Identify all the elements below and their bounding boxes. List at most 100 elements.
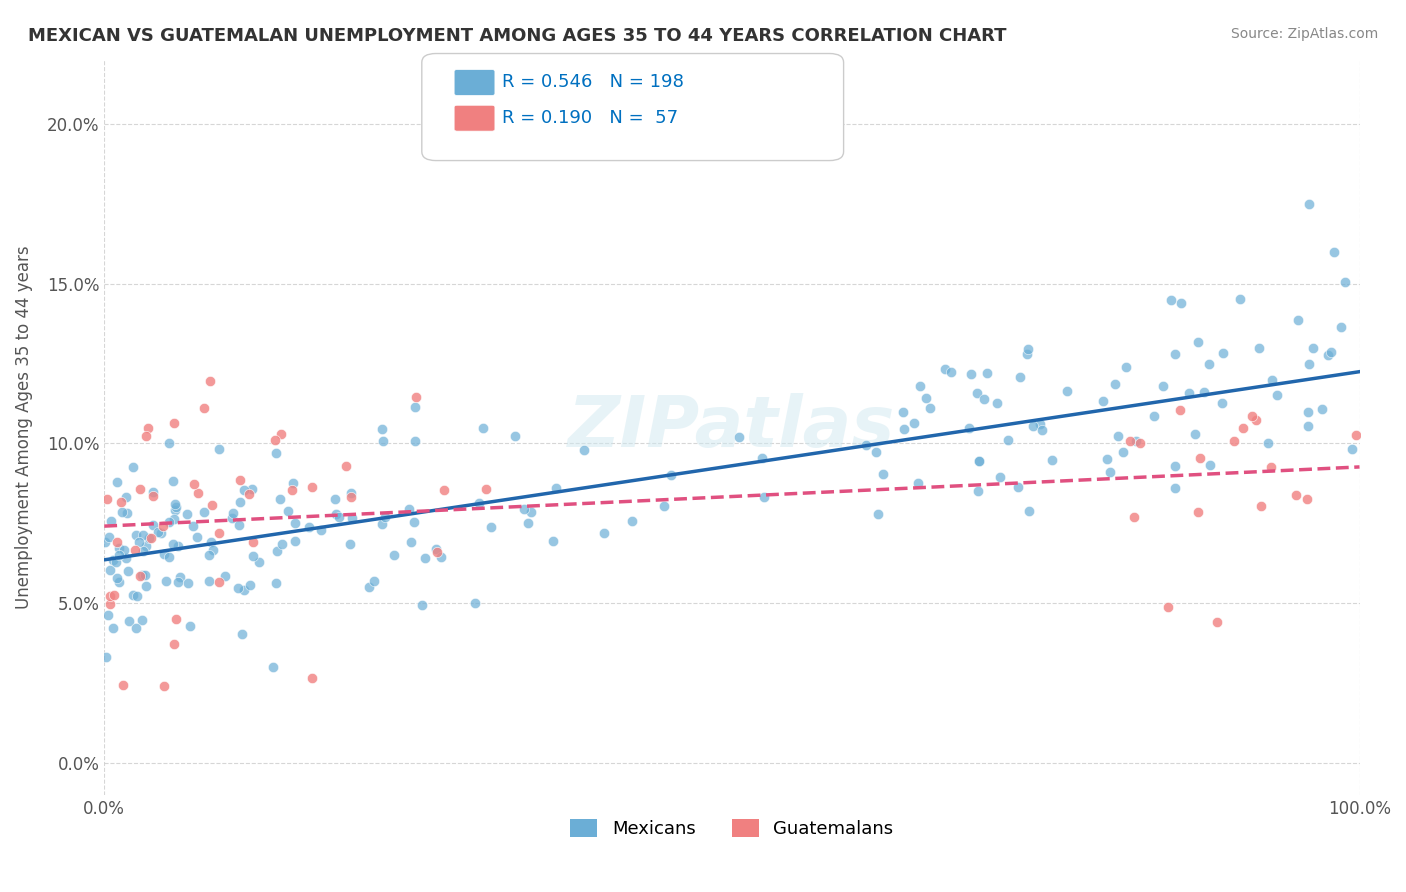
Point — [1112, 445, 1135, 459]
Point — [98, 562, 121, 576]
Point — [1257, 435, 1279, 450]
Point — [148, 524, 170, 539]
Point — [872, 467, 894, 481]
Point — [108, 548, 131, 562]
Point — [96, 491, 118, 506]
Point — [517, 516, 540, 530]
Point — [621, 514, 644, 528]
Legend: Mexicans, Guatemalans: Mexicans, Guatemalans — [564, 812, 901, 846]
Point — [865, 445, 887, 459]
Point — [990, 470, 1012, 484]
Point — [1286, 312, 1309, 326]
Point — [475, 482, 498, 496]
Point — [910, 379, 932, 393]
Point — [1022, 418, 1045, 433]
Point — [179, 618, 201, 632]
Point — [1187, 334, 1209, 349]
Point — [426, 544, 449, 558]
Point — [751, 451, 773, 466]
Point — [1302, 341, 1324, 355]
Point — [163, 512, 186, 526]
Point — [371, 434, 394, 448]
Point — [105, 475, 128, 489]
Point — [1187, 505, 1209, 519]
Text: Source: ZipAtlas.com: Source: ZipAtlas.com — [1230, 27, 1378, 41]
Point — [157, 515, 180, 529]
Point — [335, 458, 357, 473]
Point — [165, 502, 187, 516]
Point — [165, 500, 187, 515]
Point — [1170, 296, 1192, 310]
Point — [1330, 319, 1353, 334]
Text: ZIPatlas: ZIPatlas — [568, 393, 896, 462]
Point — [1346, 428, 1368, 442]
Point — [1295, 491, 1317, 506]
Point — [1164, 458, 1187, 473]
Point — [117, 506, 139, 520]
Point — [167, 574, 190, 589]
Point — [283, 475, 305, 490]
Point — [1092, 393, 1115, 408]
Point — [471, 421, 494, 435]
Point — [973, 392, 995, 406]
Point — [198, 375, 221, 389]
Point — [503, 428, 526, 442]
Point — [198, 548, 221, 562]
Point — [967, 454, 990, 468]
Point — [339, 485, 361, 500]
Point — [132, 544, 155, 558]
Point — [181, 519, 204, 533]
Point — [202, 543, 225, 558]
Point — [208, 574, 231, 589]
Point — [138, 531, 160, 545]
Point — [162, 637, 184, 651]
Point — [226, 581, 249, 595]
Point — [866, 507, 889, 521]
Point — [1015, 346, 1038, 360]
Point — [1168, 402, 1191, 417]
Point — [152, 519, 174, 533]
Point — [382, 548, 405, 562]
Point — [359, 581, 381, 595]
Point — [339, 537, 361, 551]
Point — [1017, 342, 1039, 356]
Point — [176, 507, 198, 521]
Point — [1260, 372, 1282, 386]
Point — [1129, 436, 1152, 450]
Point — [200, 534, 222, 549]
Point — [429, 549, 451, 564]
Point — [193, 505, 215, 519]
Point — [141, 531, 163, 545]
Point — [1341, 442, 1364, 457]
Point — [271, 536, 294, 550]
Point — [264, 446, 287, 460]
Point — [135, 539, 157, 553]
Point — [157, 549, 180, 564]
Point — [264, 575, 287, 590]
Point — [404, 400, 426, 414]
Point — [1334, 276, 1357, 290]
Point — [425, 541, 447, 556]
Point — [132, 527, 155, 541]
Point — [1244, 413, 1267, 427]
Point — [264, 433, 287, 447]
Point — [986, 396, 1008, 410]
Point — [186, 530, 208, 544]
Point — [1250, 499, 1272, 513]
Point — [340, 490, 363, 504]
Point — [284, 516, 307, 530]
Point — [1284, 488, 1306, 502]
Point — [149, 525, 172, 540]
Point — [1125, 434, 1147, 448]
Point — [187, 486, 209, 500]
Point — [121, 588, 143, 602]
Point — [262, 660, 284, 674]
Point — [242, 534, 264, 549]
Point — [1296, 404, 1319, 418]
Point — [169, 570, 191, 584]
Point — [247, 555, 270, 569]
Point — [142, 489, 165, 503]
Point — [108, 574, 131, 589]
Point — [1260, 460, 1282, 475]
Point — [652, 500, 675, 514]
